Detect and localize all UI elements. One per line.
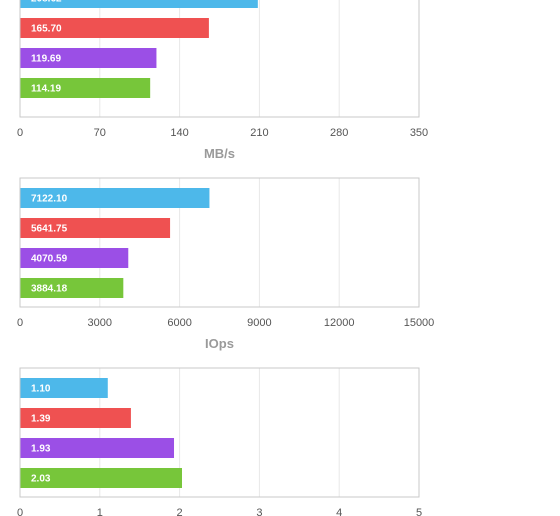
- x-tick-label: 2: [177, 507, 183, 516]
- x-tick-label: 0: [17, 507, 23, 516]
- x-tick-label: 70: [94, 127, 106, 139]
- bar-value-label: 1.93: [31, 444, 51, 455]
- x-tick-label: 4: [336, 507, 342, 516]
- bar: [20, 218, 171, 238]
- bar-value-label: 4070.59: [31, 254, 68, 265]
- x-tick-label: 140: [170, 127, 188, 139]
- bar-value-label: 3884.18: [31, 284, 68, 295]
- plot-frame: [19, 0, 420, 118]
- x-tick-label: 0: [17, 317, 23, 329]
- bar-value-label: 165.70: [31, 24, 62, 35]
- bar: [20, 78, 151, 98]
- bar-value-label: 114.19: [31, 84, 61, 95]
- plot-frame: [19, 177, 420, 308]
- bar-value-label: 1.10: [31, 384, 51, 395]
- x-axis-label: MB/s: [204, 146, 235, 161]
- x-axis-label: IOps: [205, 336, 234, 351]
- bar-value-label: 208.62: [31, 0, 62, 5]
- bar-value-label: 2.03: [31, 474, 51, 485]
- bar-value-label: 5641.75: [31, 224, 68, 235]
- bar: [20, 408, 131, 428]
- x-tick-label: 15000: [404, 317, 435, 329]
- bar: [20, 48, 157, 68]
- x-tick-label: 280: [330, 127, 348, 139]
- bar: [20, 0, 258, 8]
- plot-frame: [19, 367, 420, 498]
- bar-value-label: 1.39: [31, 414, 51, 425]
- bar: [20, 468, 182, 488]
- bar: [20, 278, 124, 298]
- bar: [20, 188, 210, 208]
- x-tick-label: 3000: [88, 317, 112, 329]
- x-tick-label: 210: [250, 127, 268, 139]
- x-tick-label: 6000: [167, 317, 191, 329]
- bar-value-label: 7122.10: [31, 194, 68, 205]
- bar: [20, 378, 108, 398]
- x-tick-label: 1: [97, 507, 103, 516]
- x-tick-label: 9000: [247, 317, 271, 329]
- x-tick-label: 12000: [324, 317, 355, 329]
- bar: [20, 18, 209, 38]
- x-tick-label: 0: [17, 127, 23, 139]
- x-tick-label: 3: [256, 507, 262, 516]
- bar: [20, 248, 129, 268]
- bar: [20, 438, 175, 458]
- bar-value-label: 119.69: [31, 54, 61, 65]
- x-tick-label: 5: [416, 507, 422, 516]
- x-tick-label: 350: [410, 127, 428, 139]
